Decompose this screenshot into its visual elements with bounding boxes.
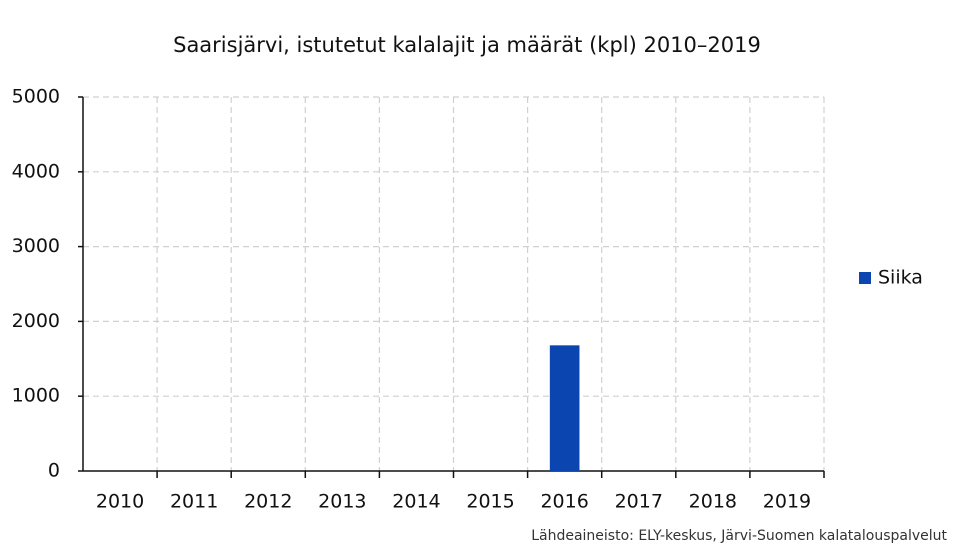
chart-title: Saarisjärvi, istutetut kalalajit ja määr…: [173, 33, 761, 57]
x-tick-label: 2019: [763, 491, 811, 513]
x-tick-label: 2015: [466, 491, 514, 513]
x-tick-label: 2012: [244, 491, 292, 513]
x-tick-label: 2014: [392, 491, 440, 513]
x-tick-label: 2010: [96, 491, 144, 513]
x-tick-label: 2018: [689, 491, 737, 513]
x-tick-label: 2011: [170, 491, 218, 513]
y-tick-label: 5000: [12, 86, 60, 108]
y-tick-label: 0: [48, 460, 60, 482]
x-tick-label: 2013: [318, 491, 366, 513]
bar: [549, 345, 580, 471]
source-note: Lähdeaineisto: ELY-keskus, Järvi-Suomen …: [531, 528, 947, 544]
y-tick-label: 2000: [12, 310, 60, 332]
x-tick-label: 2016: [540, 491, 588, 513]
legend-swatch: [859, 272, 871, 284]
y-tick-label: 4000: [12, 160, 60, 182]
x-tick-label: 2017: [615, 491, 663, 513]
y-tick-label: 1000: [12, 385, 60, 407]
legend-label: Siika: [878, 267, 923, 289]
y-tick-label: 3000: [12, 235, 60, 257]
